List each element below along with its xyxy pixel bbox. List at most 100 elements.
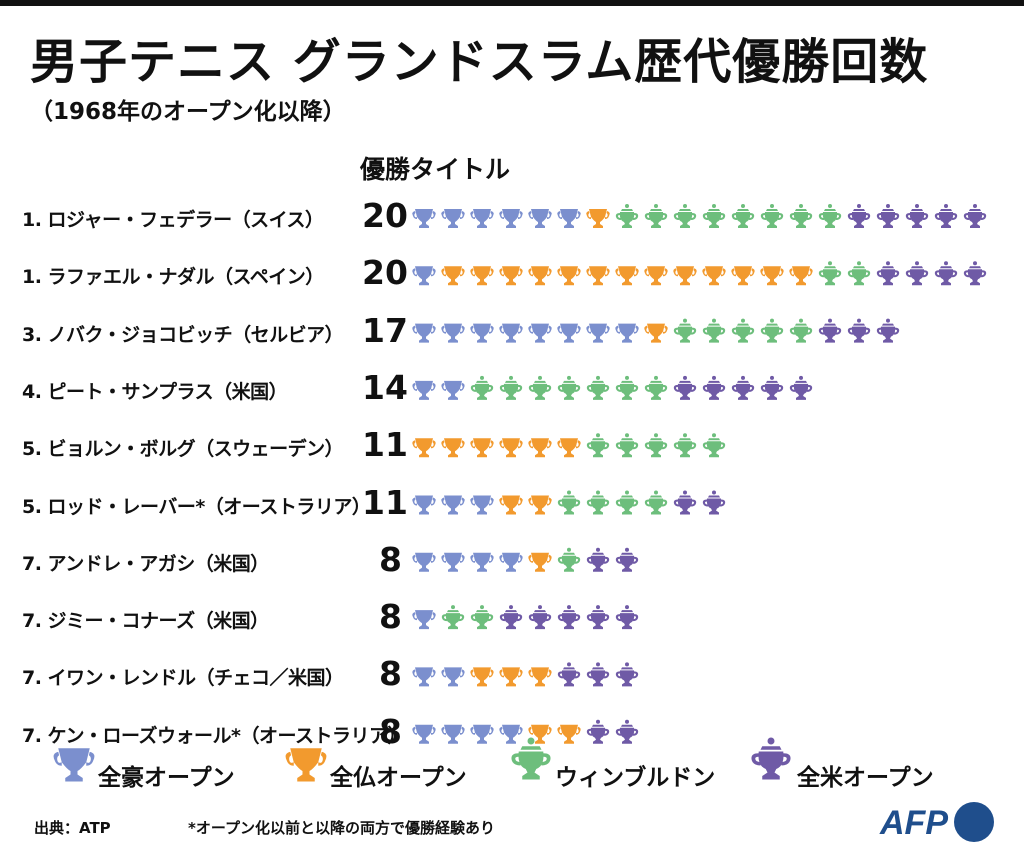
trophy-us-open: [905, 261, 929, 286]
trophy-wimbledon: [470, 375, 494, 400]
trophy-us-open: [905, 204, 929, 228]
trophy-australian-open: [412, 323, 436, 343]
title-count: 11: [362, 425, 408, 465]
trophy-australian-open: [412, 380, 436, 400]
trophy-wimbledon: [557, 375, 581, 400]
trophy-us-open: [876, 261, 900, 286]
afp-logo-mark: [954, 802, 994, 842]
trophy-french-open: [644, 323, 668, 343]
trophy-australian-open: [499, 209, 523, 228]
trophy-wimbledon: [760, 204, 784, 228]
trophy-wimbledon: [731, 204, 755, 228]
trophy-australian-open: [441, 380, 465, 400]
trophy-us-open: [615, 547, 639, 572]
trophy-us-open: [934, 261, 958, 286]
player-label: 1. ロジャー・フェデラー（スイス）: [22, 209, 324, 231]
trophy-wimbledon: [441, 605, 465, 630]
legend-trophy-cup-icon: [53, 748, 95, 782]
trophy-australian-open: [441, 323, 465, 343]
title-count: 8: [379, 539, 402, 579]
trophy-french-open: [760, 266, 784, 286]
trophy-australian-open: [412, 495, 436, 515]
trophy-wimbledon: [615, 375, 639, 400]
trophy-us-open: [615, 662, 639, 687]
trophy-us-open: [847, 204, 871, 228]
trophy-australian-open: [412, 724, 436, 744]
player-label: 5. ロッド・レーバー*（オーストラリア）: [22, 495, 371, 518]
trophy-french-open: [586, 266, 610, 286]
trophy-french-open: [528, 266, 552, 286]
trophy-us-open: [876, 204, 900, 228]
legend-label: ウィンブルドン: [555, 765, 716, 791]
trophy-us-open: [760, 375, 784, 400]
trophy-australian-open: [499, 724, 523, 744]
trophy-us-open: [499, 605, 523, 630]
source-note: 出典：ATP: [34, 819, 111, 837]
trophy-french-open: [789, 266, 813, 286]
top-rule: [0, 0, 1024, 6]
trophy-us-open: [963, 261, 987, 286]
player-label: 5. ビョルン・ボルグ（スウェーデン）: [22, 438, 344, 461]
player-label: 3. ノバク・ジョコビッチ（セルビア）: [22, 323, 344, 346]
trophy-french-open: [557, 266, 581, 286]
trophy-australian-open: [470, 495, 494, 515]
trophy-lidded-icon: [751, 737, 791, 780]
trophy-us-open: [789, 375, 813, 400]
trophy-us-open: [586, 605, 610, 630]
trophy-australian-open: [499, 323, 523, 343]
trophy-wimbledon: [644, 375, 668, 400]
trophy-us-open: [702, 375, 726, 400]
trophy-australian-open: [586, 323, 610, 343]
trophy-us-open: [702, 490, 726, 515]
trophy-wimbledon: [644, 433, 668, 458]
page-title: 男子テニス グランドスラム歴代優勝回数: [30, 34, 929, 90]
trophy-french-open: [731, 266, 755, 286]
trophy-wimbledon: [528, 375, 552, 400]
trophy-australian-open: [470, 552, 494, 572]
trophy-french-open: [528, 667, 552, 687]
legend-trophy-cup-icon: [285, 748, 327, 782]
trophy-wimbledon: [615, 490, 639, 515]
trophy-us-open: [586, 662, 610, 687]
trophy-australian-open: [470, 724, 494, 744]
trophy-wimbledon: [644, 490, 668, 515]
trophy-wimbledon: [702, 318, 726, 343]
trophy-wimbledon: [818, 204, 842, 228]
trophy-french-open: [441, 266, 465, 286]
trophy-wimbledon: [789, 318, 813, 343]
title-count: 8: [379, 597, 402, 637]
trophy-australian-open: [441, 552, 465, 572]
trophy-lidded-icon: [511, 737, 551, 780]
trophy-australian-open: [412, 266, 436, 286]
trophy-wimbledon: [731, 318, 755, 343]
trophy-wimbledon: [818, 261, 842, 286]
title-count: 11: [362, 482, 408, 522]
legend-label: 全米オープン: [797, 765, 934, 791]
trophy-cup-icon: [53, 748, 95, 782]
trophy-wimbledon: [470, 605, 494, 630]
afp-logo-text: AFP: [880, 804, 948, 842]
trophy-french-open: [470, 667, 494, 687]
trophy-australian-open: [615, 323, 639, 343]
trophy-australian-open: [470, 209, 494, 228]
trophy-australian-open: [441, 724, 465, 744]
title-count: 8: [379, 711, 402, 751]
trophy-french-open: [528, 438, 552, 458]
title-count: 20: [362, 196, 408, 235]
trophy-french-open: [673, 266, 697, 286]
column-header: 優勝タイトル: [360, 155, 511, 184]
trophy-us-open: [557, 605, 581, 630]
trophy-australian-open: [412, 209, 436, 228]
trophy-australian-open: [441, 667, 465, 687]
trophy-wimbledon: [673, 204, 697, 228]
trophy-wimbledon: [644, 204, 668, 228]
trophy-wimbledon: [702, 204, 726, 228]
trophy-french-open: [499, 266, 523, 286]
player-label: 7. ケン・ローズウォール*（オーストラリア）: [22, 724, 407, 747]
trophy-french-open: [586, 209, 610, 228]
trophy-wimbledon: [673, 318, 697, 343]
trophy-australian-open: [412, 667, 436, 687]
trophy-us-open: [818, 318, 842, 343]
trophy-wimbledon: [760, 318, 784, 343]
trophy-wimbledon: [586, 490, 610, 515]
